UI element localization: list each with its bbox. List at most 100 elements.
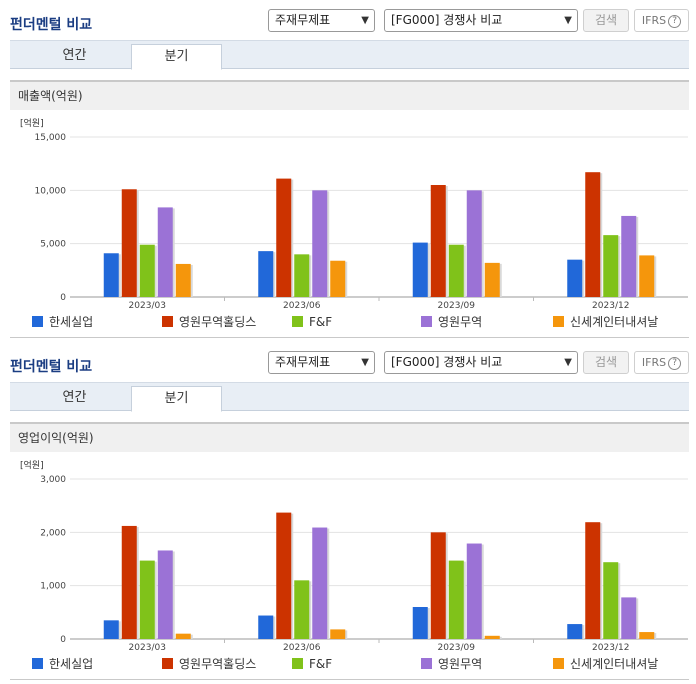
compare-group-value: [FG000] 경쟁사 비교 (391, 355, 503, 369)
help-icon: ? (668, 14, 682, 28)
bar (603, 235, 619, 297)
bar (466, 543, 482, 639)
tab-annual[interactable]: 연간 (62, 48, 87, 63)
legend-swatch (32, 658, 43, 669)
chevron-down-icon: ▼ (361, 15, 369, 26)
compare-group-select[interactable]: [FG000] 경쟁사 비교 ▼ (384, 351, 578, 374)
chevron-down-icon: ▼ (361, 357, 369, 368)
tab-quarter[interactable]: 분기 (131, 44, 222, 70)
chevron-down-icon: ▼ (564, 357, 572, 368)
y-tick-label: 10,000 (35, 186, 67, 196)
search-button[interactable]: 검색 (583, 351, 629, 374)
bar (585, 522, 601, 639)
x-tick-label: 2023/09 (438, 301, 476, 311)
metric-label: 매출액(억원) (10, 80, 689, 110)
bar (430, 532, 446, 639)
x-tick-label: 2023/03 (129, 301, 166, 311)
legend-swatch (32, 316, 43, 327)
legend-swatch (421, 658, 432, 669)
bar-chart: [억원] 0 1,000 2,000 3,000 2023/03 2023/06 2023/0… (10, 454, 689, 680)
legend-swatch (553, 658, 564, 669)
legend-item[interactable]: 신세계인터내셔날 (553, 656, 658, 672)
y-axis-label: [억원] (20, 459, 44, 471)
legend-item[interactable]: F&F (292, 314, 332, 330)
x-tick-label: 2023/12 (592, 301, 629, 311)
ifrs-label: IFRS (641, 356, 667, 369)
legend-item[interactable]: 한세실업 (32, 656, 93, 672)
bar (258, 251, 274, 297)
bar (412, 242, 428, 297)
legend-swatch (292, 658, 303, 669)
legend-item[interactable]: 영원무역홀딩스 (162, 656, 256, 672)
legend-item[interactable]: 신세계인터내셔날 (553, 314, 658, 330)
tab-annual[interactable]: 연간 (62, 390, 87, 405)
legend-item[interactable]: 영원무역 (421, 314, 482, 330)
panel-header: 펀더멘털 비교 주재무제표 ▼ [FG000] 경쟁사 비교 ▼ 검색 IFRS? (0, 342, 696, 382)
legend-item[interactable]: F&F (292, 656, 332, 672)
x-tick-label: 2023/09 (438, 643, 476, 653)
y-tick-label: 0 (60, 293, 66, 303)
bar-chart: [억원] 0 5,000 10,000 15,000 2023/03 2023/06 2023… (10, 112, 689, 338)
chart-svg: [억원] 0 5,000 10,000 15,000 2023/03 2023/06 2023… (20, 117, 688, 311)
bar (567, 624, 583, 639)
y-tick-label: 1,000 (40, 582, 66, 592)
tab-quarter[interactable]: 분기 (131, 386, 222, 412)
y-tick-label: 2,000 (40, 528, 66, 538)
statement-type-value: 주재무제표 (275, 355, 331, 369)
divider (10, 679, 689, 680)
period-tabs: 연간 분기 (10, 40, 689, 70)
bar (175, 263, 191, 297)
bar (175, 633, 191, 639)
metric-label: 영업이익(억원) (10, 422, 689, 452)
period-tabs: 연간 분기 (10, 382, 689, 412)
legend-label: 영원무역홀딩스 (179, 657, 257, 671)
legend-item[interactable]: 한세실업 (32, 314, 93, 330)
chevron-down-icon: ▼ (564, 15, 572, 26)
chart-legend: 한세실업 영원무역홀딩스 F&F 영원무역 신세계인터내셔날 (10, 314, 689, 332)
search-button[interactable]: 검색 (583, 9, 629, 32)
bar (430, 185, 446, 297)
compare-group-select[interactable]: [FG000] 경쟁사 비교 ▼ (384, 9, 578, 32)
legend-label: 영원무역 (438, 657, 483, 671)
bar (312, 527, 328, 639)
bar (139, 244, 155, 297)
statement-type-select[interactable]: 주재무제표 ▼ (268, 351, 375, 374)
bar (484, 635, 500, 639)
panel-title: 펀더멘털 비교 (10, 17, 93, 33)
compare-group-value: [FG000] 경쟁사 비교 (391, 13, 503, 27)
legend-label: 영원무역홀딩스 (179, 315, 257, 329)
legend-swatch (162, 658, 173, 669)
bar (448, 244, 464, 297)
legend-label: 신세계인터내셔날 (570, 657, 659, 671)
statement-type-select[interactable]: 주재무제표 ▼ (268, 9, 375, 32)
legend-label: 신세계인터내셔날 (570, 315, 659, 329)
bar (639, 255, 655, 297)
bar (585, 172, 601, 297)
legend-label: 영원무역 (438, 315, 483, 329)
bar (603, 562, 619, 639)
bar (466, 190, 482, 297)
bar (330, 260, 346, 297)
bar (103, 620, 119, 639)
ifrs-help-button[interactable]: IFRS? (634, 9, 689, 32)
legend-item[interactable]: 영원무역 (421, 656, 482, 672)
y-tick-label: 3,000 (40, 475, 66, 485)
bar (139, 560, 155, 639)
y-tick-label: 0 (60, 635, 66, 645)
bar (276, 512, 292, 639)
bar (121, 189, 137, 297)
bar (484, 262, 500, 297)
bar (639, 632, 655, 639)
panel-title: 펀더멘털 비교 (10, 359, 93, 375)
divider (10, 337, 689, 338)
bar (294, 580, 310, 639)
legend-label: F&F (309, 657, 333, 671)
legend-label: F&F (309, 315, 333, 329)
x-tick-label: 2023/06 (283, 643, 321, 653)
ifrs-help-button[interactable]: IFRS? (634, 351, 689, 374)
legend-item[interactable]: 영원무역홀딩스 (162, 314, 256, 330)
bar (621, 215, 637, 297)
y-axis-label: [억원] (20, 117, 44, 129)
fundamental-panel-operating-profit: 펀더멘털 비교 주재무제표 ▼ [FG000] 경쟁사 비교 ▼ 검색 IFRS? … (0, 342, 696, 680)
bar (312, 190, 328, 297)
